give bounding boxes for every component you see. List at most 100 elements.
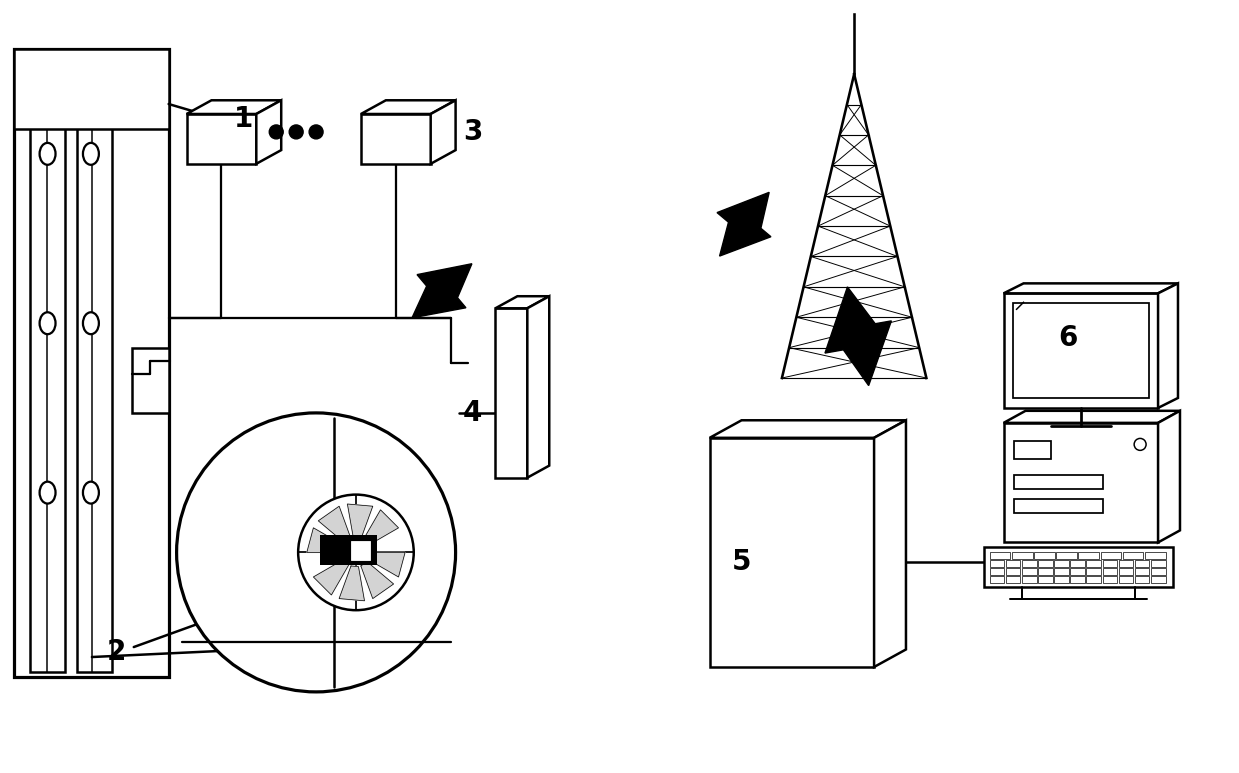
Bar bbox=[1078, 553, 1099, 560]
Polygon shape bbox=[431, 100, 456, 164]
Bar bbox=[1119, 568, 1134, 575]
Bar bbox=[1135, 568, 1150, 575]
Bar bbox=[1014, 441, 1052, 458]
Bar bbox=[14, 49, 169, 129]
Bar bbox=[1123, 553, 1144, 560]
Bar bbox=[1087, 577, 1101, 584]
Bar bbox=[1012, 553, 1032, 560]
Text: 1: 1 bbox=[234, 105, 253, 133]
Circle shape bbox=[1134, 438, 1146, 451]
Bar bbox=[351, 540, 370, 560]
Bar bbox=[1151, 560, 1166, 567]
Ellipse shape bbox=[83, 143, 99, 165]
Ellipse shape bbox=[83, 482, 99, 503]
Bar bbox=[1038, 568, 1053, 575]
Polygon shape bbox=[413, 264, 472, 318]
Bar bbox=[990, 560, 1005, 567]
Bar bbox=[1135, 577, 1150, 584]
Bar bbox=[14, 49, 169, 677]
Bar bbox=[30, 49, 64, 672]
Bar bbox=[1145, 553, 1166, 560]
Bar bbox=[990, 577, 1005, 584]
Ellipse shape bbox=[40, 312, 56, 334]
Bar bbox=[1014, 499, 1103, 512]
Bar bbox=[1038, 560, 1053, 567]
Bar bbox=[1038, 577, 1053, 584]
Bar bbox=[1054, 577, 1069, 584]
Polygon shape bbox=[361, 100, 456, 114]
Bar bbox=[1070, 577, 1085, 584]
Bar bbox=[984, 547, 1173, 587]
Bar bbox=[1022, 568, 1037, 575]
Bar bbox=[1151, 568, 1166, 575]
Bar bbox=[1070, 568, 1085, 575]
Bar bbox=[1151, 577, 1166, 584]
Polygon shape bbox=[1158, 410, 1180, 543]
Bar bbox=[1014, 475, 1103, 489]
Bar bbox=[1035, 553, 1054, 560]
Bar bbox=[77, 49, 112, 672]
Polygon shape bbox=[873, 421, 906, 667]
Bar bbox=[361, 114, 431, 164]
Bar bbox=[1100, 553, 1121, 560]
Bar bbox=[187, 114, 256, 164]
Polygon shape bbox=[347, 504, 373, 539]
Bar bbox=[710, 438, 873, 667]
Bar bbox=[1119, 560, 1134, 567]
Bar bbox=[496, 308, 528, 478]
Bar bbox=[1087, 568, 1101, 575]
Bar bbox=[990, 568, 1005, 575]
Bar bbox=[1022, 560, 1037, 567]
Text: 4: 4 bbox=[463, 399, 482, 427]
Bar bbox=[1087, 560, 1101, 567]
Circle shape bbox=[289, 125, 304, 139]
Bar bbox=[990, 553, 1010, 560]
Polygon shape bbox=[1004, 410, 1180, 423]
Polygon shape bbox=[710, 421, 906, 438]
Polygon shape bbox=[318, 506, 351, 543]
Circle shape bbox=[177, 413, 456, 692]
Polygon shape bbox=[256, 100, 281, 164]
Polygon shape bbox=[717, 192, 771, 256]
Bar bbox=[131, 348, 169, 413]
Text: 2: 2 bbox=[107, 638, 126, 666]
Bar bbox=[1006, 560, 1021, 567]
Bar bbox=[1103, 568, 1118, 575]
Text: 6: 6 bbox=[1058, 324, 1078, 352]
Text: 3: 3 bbox=[463, 118, 482, 146]
Text: 5: 5 bbox=[732, 548, 751, 577]
Polygon shape bbox=[339, 566, 364, 601]
Polygon shape bbox=[1004, 284, 1178, 293]
Bar bbox=[1054, 560, 1069, 567]
Bar bbox=[321, 536, 375, 564]
Circle shape bbox=[309, 125, 323, 139]
Bar bbox=[1070, 560, 1085, 567]
Circle shape bbox=[299, 495, 414, 610]
Polygon shape bbox=[313, 560, 348, 595]
Polygon shape bbox=[528, 296, 549, 478]
Polygon shape bbox=[361, 562, 394, 598]
Bar bbox=[1103, 560, 1118, 567]
Bar bbox=[1006, 577, 1021, 584]
Bar bbox=[1004, 293, 1158, 408]
Bar bbox=[1006, 568, 1021, 575]
Bar bbox=[1054, 568, 1069, 575]
Circle shape bbox=[269, 125, 284, 139]
Ellipse shape bbox=[40, 482, 56, 503]
Bar bbox=[1103, 577, 1118, 584]
Bar bbox=[1056, 553, 1077, 560]
Polygon shape bbox=[496, 296, 549, 308]
Polygon shape bbox=[363, 510, 399, 545]
Polygon shape bbox=[1158, 284, 1178, 408]
Ellipse shape bbox=[83, 312, 99, 334]
Bar bbox=[1022, 577, 1037, 584]
Bar bbox=[1012, 303, 1149, 398]
Polygon shape bbox=[825, 287, 891, 386]
Bar bbox=[1119, 577, 1134, 584]
Polygon shape bbox=[187, 100, 281, 114]
Polygon shape bbox=[368, 553, 405, 577]
Bar bbox=[1004, 423, 1158, 543]
Ellipse shape bbox=[40, 143, 56, 165]
Polygon shape bbox=[307, 528, 343, 553]
Bar bbox=[1135, 560, 1150, 567]
